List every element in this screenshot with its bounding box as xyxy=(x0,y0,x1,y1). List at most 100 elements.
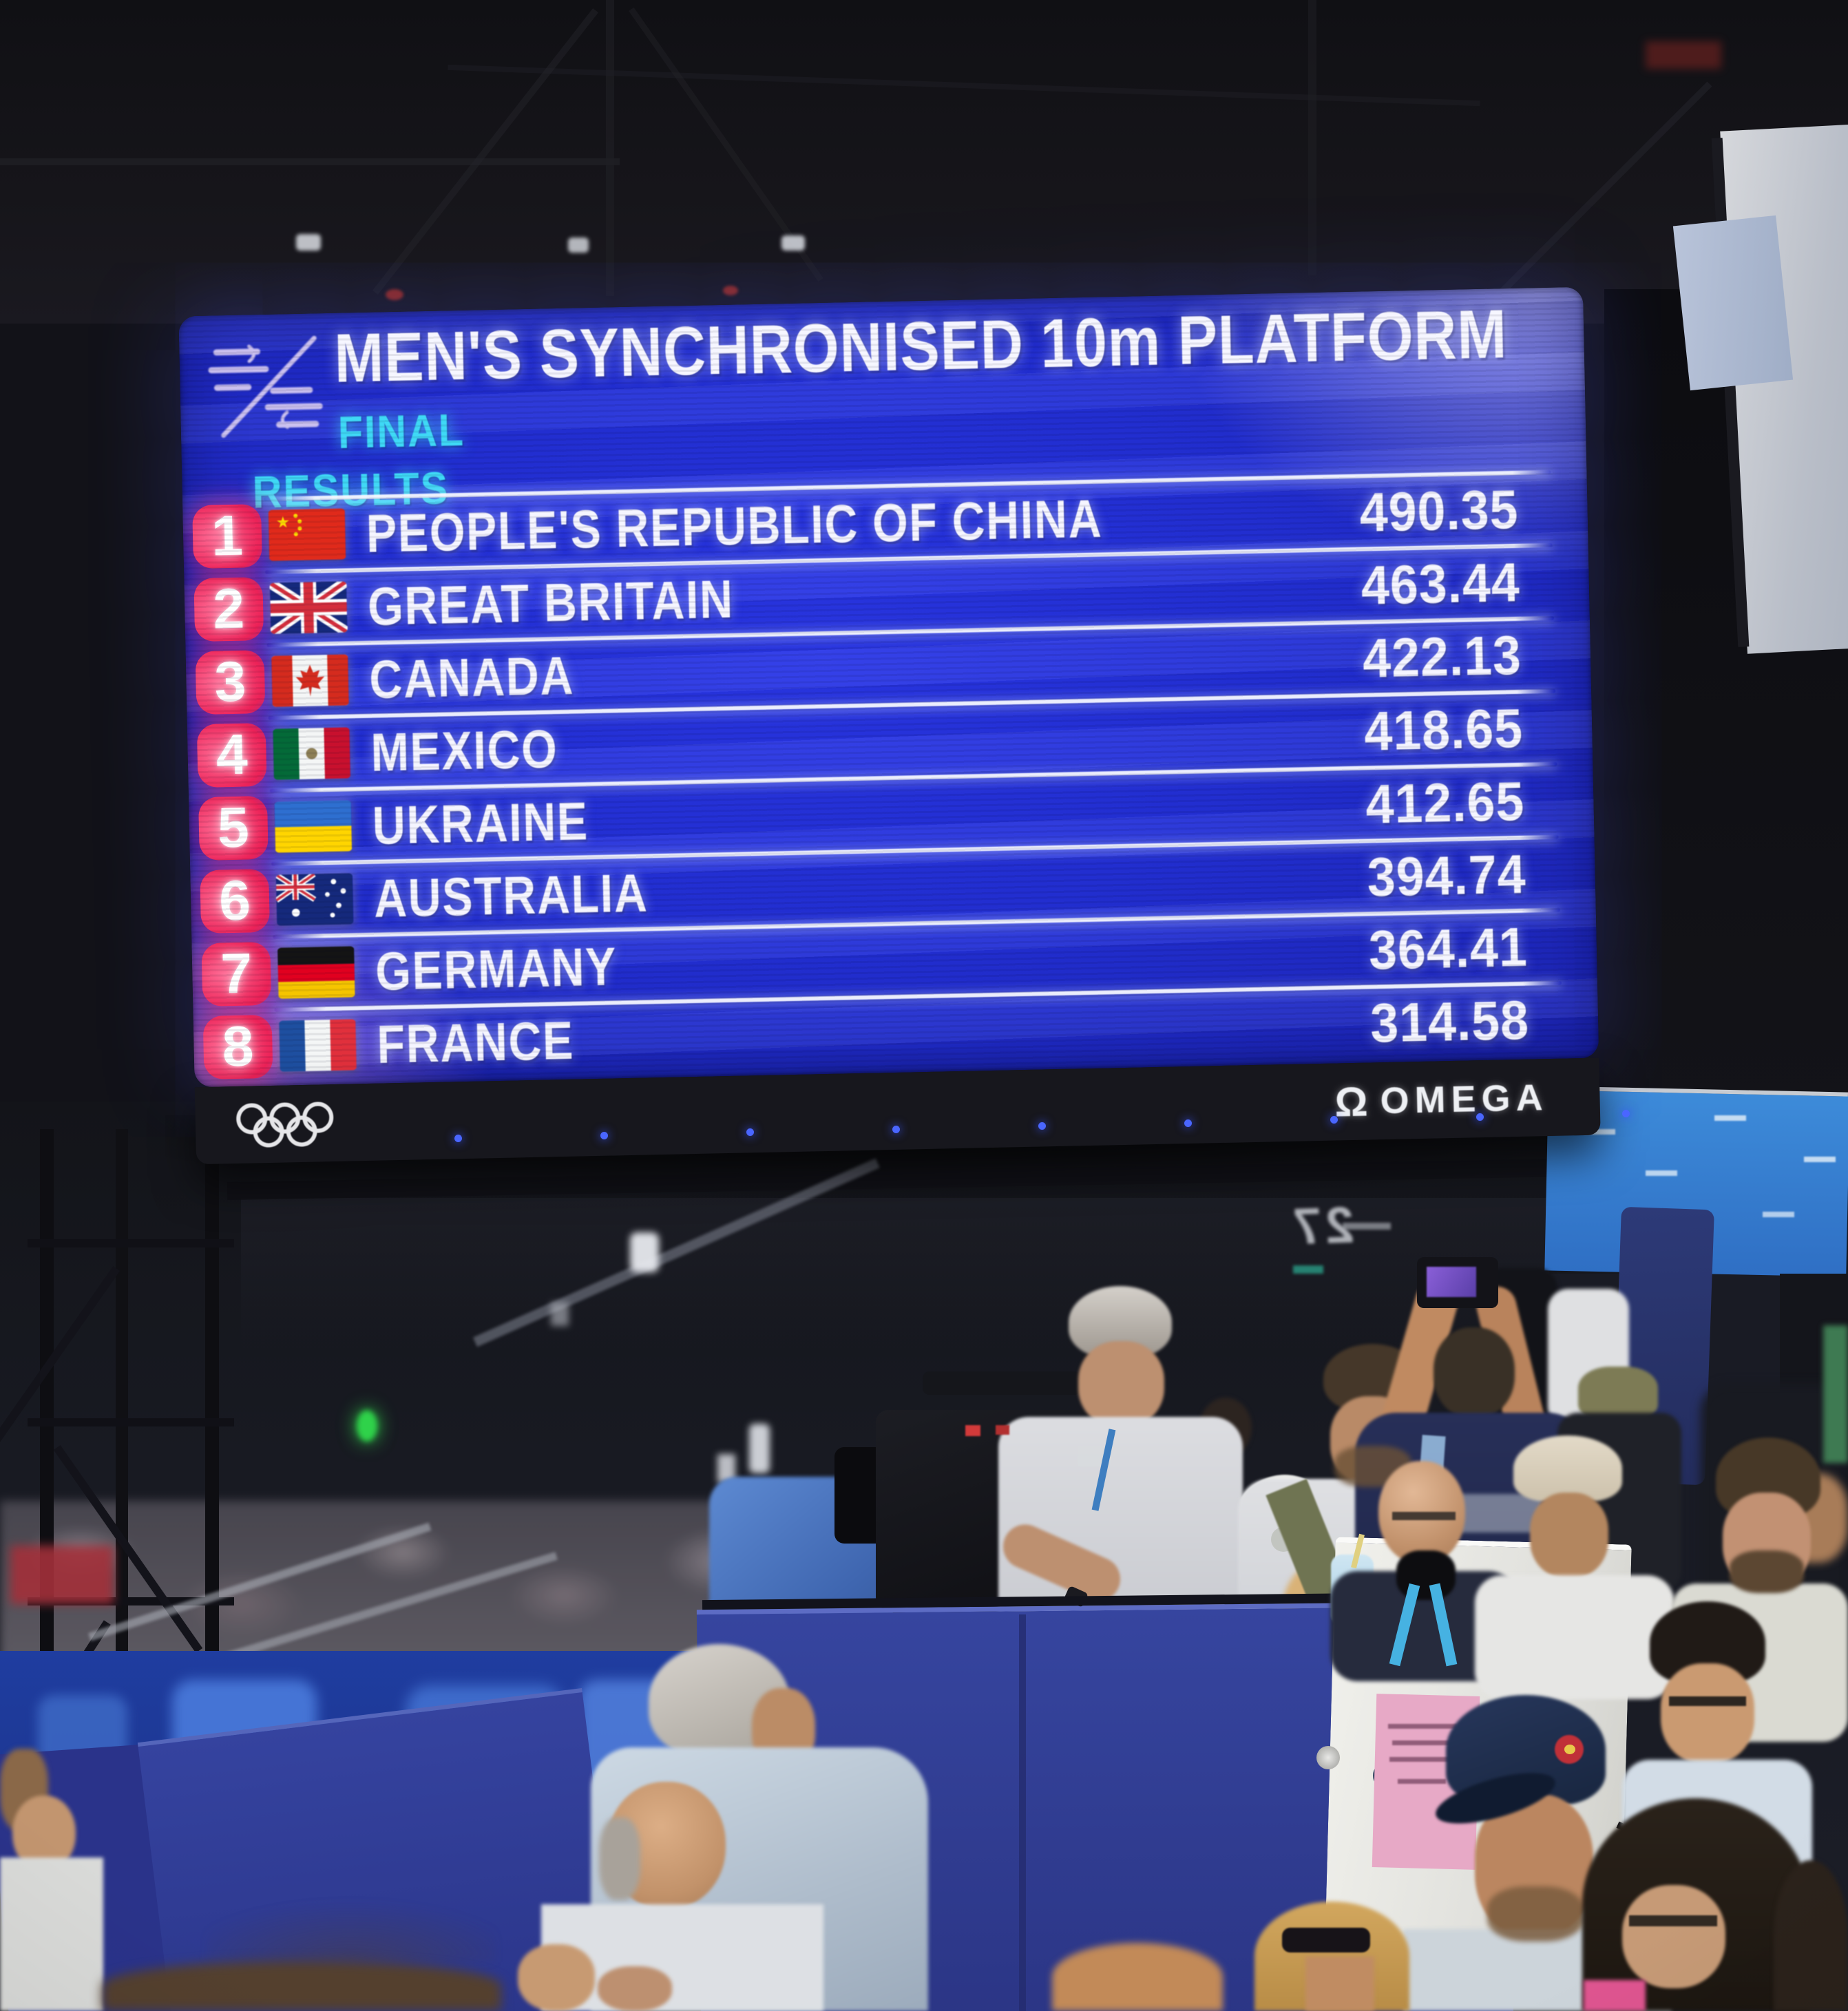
rank-number: 8 xyxy=(221,1015,255,1079)
rank-badge: 8 xyxy=(202,1014,273,1080)
flag-gb-icon xyxy=(269,581,348,634)
rank-badge: 6 xyxy=(200,868,271,934)
blue-led-dot xyxy=(892,1125,900,1133)
corner-head xyxy=(1774,1860,1848,2011)
screen-bezel: Ω OMEGA xyxy=(194,1057,1601,1165)
gate-teal-dash xyxy=(1293,1265,1323,1274)
photographer-shirt-print xyxy=(1460,1494,1542,1533)
bald-spectator-glasses xyxy=(1392,1512,1456,1520)
diving-pictogram-icon xyxy=(208,335,323,438)
band-speck-4 xyxy=(1763,1212,1794,1217)
scaffold-h1 xyxy=(28,1239,234,1247)
band-speck-5 xyxy=(1804,1157,1836,1162)
ceiling-red-dot-1 xyxy=(386,289,403,300)
results-table: 1 PEOPLE'S REPUBLIC OF CHINA 490.35 2 GR… xyxy=(182,472,1599,1085)
photographer-head xyxy=(1434,1327,1515,1418)
rank-number: 7 xyxy=(220,942,253,1006)
light-blob-2 xyxy=(749,1424,770,1473)
beige-cap xyxy=(1513,1435,1622,1502)
strawberry-head xyxy=(1052,1943,1223,2011)
rank-badge: 4 xyxy=(196,722,267,788)
crowd-band xyxy=(0,1501,806,1673)
omega-symbol-icon: Ω xyxy=(1334,1078,1369,1126)
green-indicator xyxy=(357,1410,377,1442)
rank-number: 6 xyxy=(218,869,251,933)
barrier-seam xyxy=(1019,1614,1026,2011)
cameraman-face xyxy=(1078,1341,1164,1427)
flag-de-icon xyxy=(277,946,356,999)
right-wall-panel-2 xyxy=(1672,215,1794,391)
scaffold-v3 xyxy=(205,1129,219,1735)
flag-cn-icon xyxy=(268,508,346,561)
rank-number: 4 xyxy=(215,723,249,787)
event-title: MEN'S SYNCHRONISED 10m PLATFORM xyxy=(333,295,1509,397)
beige-cap-shirt xyxy=(1475,1575,1674,1699)
blue-led-dot xyxy=(1476,1113,1484,1121)
blue-led-dot xyxy=(746,1128,754,1136)
scoreboard: MEN'S SYNCHRONISED 10m PLATFORM FINAL RE… xyxy=(178,286,1601,1165)
bald-spectator-mask xyxy=(1396,1550,1456,1600)
navy-cap-beard xyxy=(1487,1886,1584,1941)
scaffold-v2 xyxy=(116,1129,128,1749)
rank-number: 1 xyxy=(211,504,244,568)
beige-cap-face xyxy=(1530,1493,1608,1578)
country-name: GERMANY xyxy=(375,935,618,1002)
flag-au-icon xyxy=(275,873,354,926)
left-hair-wisp xyxy=(207,1900,496,1962)
crowd-red-flag xyxy=(10,1546,114,1604)
clapping-hand-1 xyxy=(518,1944,595,2011)
country-name: PEOPLE'S REPUBLIC OF CHINA xyxy=(366,487,1103,564)
scaffold-h2 xyxy=(28,1418,234,1426)
blue-led-dot xyxy=(600,1131,608,1139)
bearded-chin xyxy=(1730,1550,1804,1593)
ceiling-truss-v2 xyxy=(1308,0,1316,275)
navy-cap-logo-dot xyxy=(1564,1745,1575,1754)
ceiling-flag-red xyxy=(1646,41,1721,69)
faint-stand-glow xyxy=(241,1198,1549,1349)
photographer-phone-screen xyxy=(1427,1267,1476,1297)
box-screw xyxy=(1316,1746,1340,1769)
blue-led-dot xyxy=(454,1135,462,1142)
flag-ua-icon xyxy=(274,800,353,853)
camera-tally-1 xyxy=(965,1425,980,1436)
scoreboard-header: MEN'S SYNCHRONISED 10m PLATFORM FINAL RE… xyxy=(178,287,1586,517)
team-score: 463.44 xyxy=(1361,551,1521,616)
pink-top-sliver xyxy=(1584,1980,1646,2011)
ceiling-light-1 xyxy=(296,234,321,251)
omega-name: OMEGA xyxy=(1379,1077,1549,1122)
country-name: MEXICO xyxy=(370,717,559,783)
left-big-head xyxy=(102,1961,501,2011)
sign-line-4 xyxy=(1398,1779,1446,1784)
glasses-woman-face xyxy=(1622,1885,1725,1988)
result-row: 7 GERMANY 364.41 xyxy=(191,909,1597,1012)
green-shirt-sliver xyxy=(1823,1325,1848,1463)
omega-logo: Ω OMEGA xyxy=(1334,1059,1548,1140)
ceiling-red-dot-2 xyxy=(723,286,738,295)
country-name: AUSTRALIA xyxy=(373,861,649,929)
olive-cap xyxy=(1578,1367,1658,1420)
result-row: 2 GREAT BRITAIN 463.44 xyxy=(184,545,1590,647)
team-score: 418.65 xyxy=(1363,697,1524,762)
team-score: 412.65 xyxy=(1365,770,1526,835)
ceiling-truss-h1 xyxy=(0,158,620,165)
blue-led-dot xyxy=(1038,1122,1046,1130)
rank-badge: 2 xyxy=(193,577,264,642)
sun-woman-face xyxy=(1305,1957,1374,2011)
ceiling-truss-v1 xyxy=(606,0,614,296)
glasses-man-glasses xyxy=(1669,1696,1746,1706)
flag-ca-icon xyxy=(271,654,350,707)
blue-led-dot xyxy=(1330,1116,1338,1124)
rank-badge: 3 xyxy=(195,650,266,715)
band-speck-1 xyxy=(1584,1129,1615,1135)
light-blob-4 xyxy=(551,1303,569,1326)
sign-line-2 xyxy=(1392,1740,1450,1745)
team-score: 394.74 xyxy=(1367,843,1527,908)
rank-badge: 5 xyxy=(198,795,269,861)
flag-mx-icon xyxy=(273,727,351,780)
camera-tally-2 xyxy=(996,1425,1009,1435)
team-score: 364.41 xyxy=(1368,916,1529,981)
glasses-woman-glasses xyxy=(1629,1915,1717,1926)
light-blob-1 xyxy=(630,1232,659,1272)
blue-led-dot xyxy=(1622,1110,1630,1117)
